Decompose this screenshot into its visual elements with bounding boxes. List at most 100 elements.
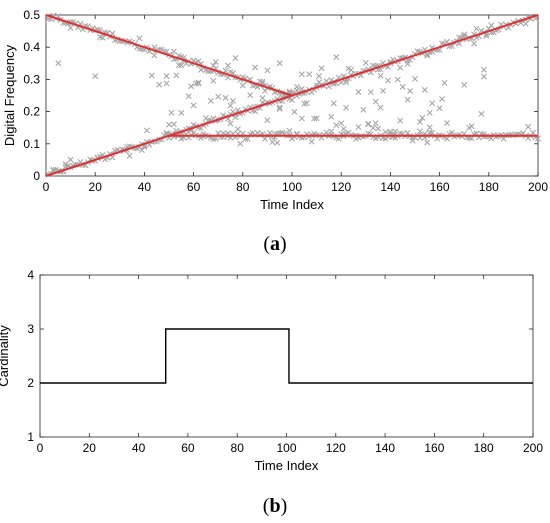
chart-a-point xyxy=(298,115,305,122)
chart-a-x-tick-label: 0 xyxy=(43,180,50,194)
chart-a-point xyxy=(335,135,342,142)
chart-b-x-tick-label: 80 xyxy=(231,441,245,455)
chart-a-point xyxy=(274,139,281,146)
chart-a-point xyxy=(480,66,487,73)
chart-a-point xyxy=(313,115,320,122)
chart-b-x-tick-label: 60 xyxy=(181,441,195,455)
chart-a-point xyxy=(99,34,106,41)
chart-a-point xyxy=(178,109,185,116)
caption-b: (b) xyxy=(263,495,287,517)
chart-a-point xyxy=(293,83,300,90)
chart-a-point xyxy=(372,98,379,105)
chart-a-point xyxy=(367,89,374,96)
chart-a-point xyxy=(252,108,259,115)
chart-a-x-tick-label: 160 xyxy=(430,180,450,194)
chart-a-point xyxy=(384,77,391,84)
chart-a-point xyxy=(525,123,532,130)
chart-a-point xyxy=(355,124,362,131)
chart-b-x-tick-label: 160 xyxy=(424,441,444,455)
chart-a-point xyxy=(404,60,411,67)
chart-a-point xyxy=(264,117,271,124)
chart-a-point xyxy=(212,135,219,142)
chart-a-point xyxy=(416,128,423,135)
chart-a-point xyxy=(355,88,362,95)
chart-a-point xyxy=(473,25,480,32)
chart-b-x-tick-label: 0 xyxy=(37,441,44,455)
chart-a-point xyxy=(259,95,266,102)
chart-a-point xyxy=(308,138,315,145)
chart-a-point xyxy=(175,62,182,69)
chart-a-point xyxy=(136,35,143,42)
chart-a-point xyxy=(461,31,468,38)
chart-a-point xyxy=(397,64,404,71)
chart-a-point xyxy=(461,81,468,88)
chart-a-point xyxy=(234,126,241,133)
chart-a-point xyxy=(530,129,537,136)
chart-a-point xyxy=(55,60,62,67)
chart-a-point xyxy=(156,81,163,88)
chart-b-y-tick-label: 2 xyxy=(27,376,34,390)
chart-a-point xyxy=(247,92,254,99)
chart-a-point xyxy=(50,166,57,173)
chart-a-x-tick-label: 140 xyxy=(380,180,400,194)
chart-a-point xyxy=(421,86,428,93)
chart-a-point xyxy=(67,24,74,31)
chart-a-point xyxy=(338,120,345,127)
chart-a-point xyxy=(143,127,150,134)
chart-a-point xyxy=(323,129,330,136)
chart-b-cardinality-line xyxy=(40,328,533,384)
chart-a-point xyxy=(316,73,323,80)
chart-a-point xyxy=(434,135,441,142)
chart-a-point xyxy=(343,79,350,86)
chart-a-x-tick-label: 120 xyxy=(331,180,351,194)
chart-a-x-tick-label: 100 xyxy=(282,180,302,194)
chart-a-point xyxy=(210,135,217,142)
chart-a-point xyxy=(377,72,384,79)
chart-a-point xyxy=(372,120,379,127)
chart-a-point xyxy=(276,105,283,112)
chart-a-point xyxy=(227,120,234,127)
chart-a-point xyxy=(259,78,266,85)
chart-a-point xyxy=(500,135,507,142)
chart-a-y-tick-label: 0 xyxy=(33,169,40,183)
chart-a-point xyxy=(522,20,529,27)
chart-a-true-track-2 xyxy=(45,14,539,177)
chart-a-point xyxy=(298,85,305,92)
chart-a-y-axis-label: Digital Frequency xyxy=(2,44,17,146)
chart-a-point xyxy=(306,71,313,78)
chart-a-point xyxy=(276,60,283,67)
chart-a-point xyxy=(239,82,246,89)
chart-a-point xyxy=(441,79,448,86)
chart-a-point xyxy=(348,66,355,73)
chart-a-point xyxy=(478,110,485,117)
chart-a-point xyxy=(426,129,433,136)
chart-a-point xyxy=(404,96,411,103)
chart-a-y-tick-label: 0.3 xyxy=(23,72,40,86)
chart-b-x-tick-label: 180 xyxy=(474,441,494,455)
chart-a-point xyxy=(471,40,478,47)
chart-a-point xyxy=(443,120,450,127)
chart-a-point xyxy=(328,113,335,120)
chart-a-x-tick-label: 20 xyxy=(89,180,103,194)
chart-a-point xyxy=(429,100,436,107)
chart-b-y-axis-label: Cardinality xyxy=(0,325,11,387)
chart-a-point xyxy=(163,73,170,80)
chart-a-point xyxy=(328,128,335,135)
chart-b-x-tick-label: 200 xyxy=(523,441,543,455)
chart-a-x-tick-label: 40 xyxy=(138,180,152,194)
chart-a-point xyxy=(375,125,382,132)
chart-a-x-tick-label: 180 xyxy=(479,180,499,194)
chart-a-point xyxy=(244,135,251,142)
chart-a-point xyxy=(426,124,433,131)
chart-a-point xyxy=(380,87,387,94)
chart-a-point xyxy=(370,124,377,131)
chart-a-point xyxy=(229,97,236,104)
chart-a-point xyxy=(448,129,455,136)
chart-a-point xyxy=(215,93,222,100)
chart-a-point xyxy=(362,59,369,66)
chart-a-point xyxy=(266,129,273,136)
chart-a-point xyxy=(424,139,431,146)
chart-a-point xyxy=(535,135,541,142)
chart-a-point xyxy=(212,58,219,65)
